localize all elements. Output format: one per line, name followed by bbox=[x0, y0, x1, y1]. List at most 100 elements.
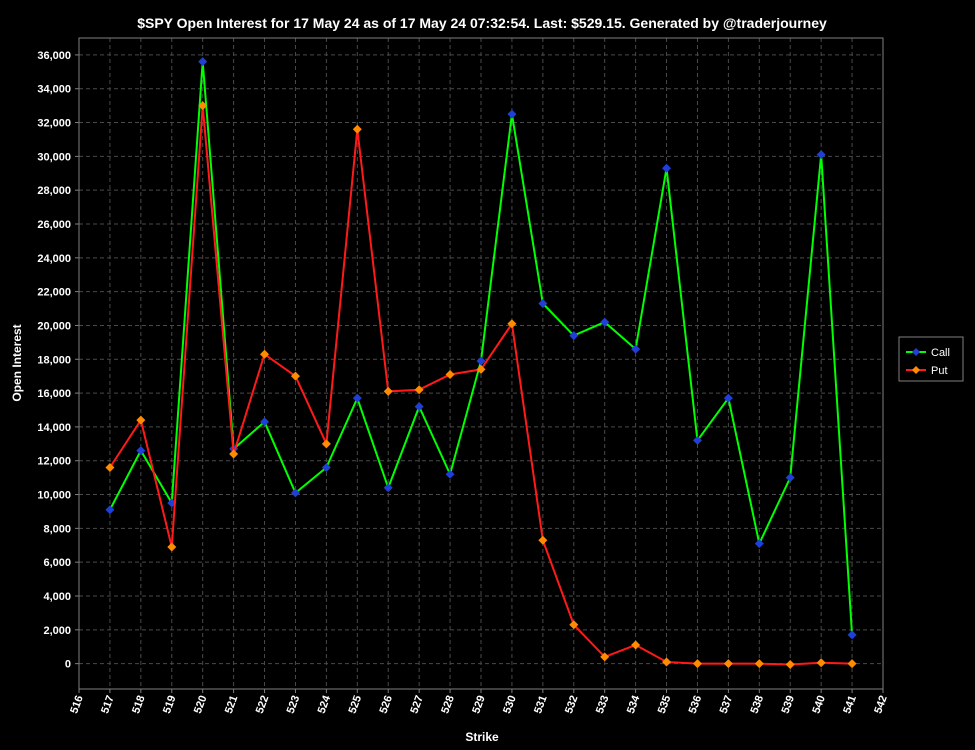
data-point-put bbox=[723, 659, 733, 669]
x-tick-label: 520 bbox=[192, 694, 210, 715]
data-point-call bbox=[476, 356, 486, 366]
legend-swatch-marker bbox=[912, 366, 920, 374]
y-tick-label: 34,000 bbox=[37, 84, 71, 96]
data-point-call bbox=[260, 417, 270, 427]
legend-item-call: Call bbox=[906, 347, 950, 359]
data-point-call bbox=[847, 630, 857, 640]
y-tick-label: 18,000 bbox=[37, 354, 71, 366]
y-tick-label: 14,000 bbox=[37, 422, 71, 434]
x-tick-label: 519 bbox=[161, 694, 179, 715]
data-point-put bbox=[816, 658, 826, 668]
data-point-put bbox=[167, 542, 177, 552]
legend-label: Put bbox=[931, 365, 948, 377]
data-point-call bbox=[538, 298, 548, 308]
data-point-call bbox=[290, 488, 300, 498]
x-tick-label: 523 bbox=[285, 694, 303, 715]
y-axis-ticks: 0 2,000 4,000 6,000 8,000 10,000 12,000 14,000 1… bbox=[37, 50, 79, 671]
x-tick-label: 527 bbox=[408, 694, 426, 715]
data-point-put bbox=[352, 124, 362, 134]
data-point-call bbox=[445, 469, 455, 479]
y-tick-label: 20,000 bbox=[37, 320, 71, 332]
data-point-put bbox=[198, 101, 208, 111]
y-tick-label: 36,000 bbox=[37, 50, 71, 62]
data-point-call bbox=[569, 331, 579, 341]
legend-box bbox=[898, 336, 964, 382]
x-tick-label: 540 bbox=[810, 694, 828, 715]
x-tick-label: 529 bbox=[470, 694, 488, 715]
data-point-call bbox=[692, 435, 702, 445]
x-tick-label: 517 bbox=[99, 694, 117, 715]
data-point-put bbox=[414, 385, 424, 395]
x-axis-label: Strike bbox=[465, 730, 499, 744]
legend: Call Put bbox=[898, 336, 964, 382]
x-tick-label: 525 bbox=[347, 694, 365, 715]
data-point-call bbox=[662, 163, 672, 173]
x-tick-label: 542 bbox=[872, 694, 890, 715]
y-tick-label: 4,000 bbox=[43, 591, 71, 603]
data-point-put bbox=[631, 640, 641, 650]
y-tick-label: 0 bbox=[65, 659, 71, 671]
y-tick-label: 12,000 bbox=[37, 456, 71, 468]
y-tick-label: 26,000 bbox=[37, 219, 71, 231]
y-axis-label: Open Interest bbox=[10, 324, 24, 401]
x-tick-label: 526 bbox=[377, 694, 395, 715]
data-point-call bbox=[105, 505, 115, 515]
y-tick-label: 6,000 bbox=[43, 557, 71, 569]
y-tick-label: 10,000 bbox=[37, 490, 71, 502]
legend-label: Call bbox=[931, 347, 950, 359]
x-tick-label: 531 bbox=[532, 694, 550, 715]
data-point-put bbox=[754, 659, 764, 669]
data-point-put bbox=[662, 657, 672, 667]
data-point-call bbox=[600, 317, 610, 327]
data-point-put bbox=[290, 371, 300, 381]
data-point-call bbox=[383, 483, 393, 493]
data-point-call bbox=[136, 446, 146, 456]
data-point-put bbox=[538, 535, 548, 545]
data-point-call bbox=[321, 462, 331, 472]
data-point-put bbox=[847, 659, 857, 669]
x-tick-label: 530 bbox=[501, 694, 519, 715]
x-tick-label: 535 bbox=[656, 694, 674, 715]
data-point-put bbox=[445, 369, 455, 379]
x-tick-label: 536 bbox=[687, 694, 705, 715]
y-tick-label: 8,000 bbox=[43, 523, 71, 535]
data-point-call bbox=[816, 150, 826, 160]
x-tick-label: 528 bbox=[439, 694, 457, 715]
y-tick-label: 22,000 bbox=[37, 287, 71, 299]
x-tick-label: 516 bbox=[68, 694, 86, 715]
x-tick-label: 521 bbox=[223, 694, 241, 715]
data-point-put bbox=[136, 415, 146, 425]
data-point-put bbox=[105, 462, 115, 472]
x-tick-label: 522 bbox=[254, 694, 272, 715]
data-point-put bbox=[507, 319, 517, 329]
x-tick-label: 533 bbox=[594, 694, 612, 715]
series-layer bbox=[105, 57, 857, 669]
x-tick-label: 541 bbox=[841, 694, 859, 715]
x-tick-label: 537 bbox=[718, 694, 736, 715]
data-point-put bbox=[600, 652, 610, 662]
legend-item-put: Put bbox=[906, 365, 948, 377]
data-point-put bbox=[569, 620, 579, 630]
data-point-put bbox=[383, 386, 393, 396]
data-point-put bbox=[321, 439, 331, 449]
x-tick-label: 538 bbox=[749, 694, 767, 715]
data-point-put bbox=[260, 349, 270, 359]
data-point-put bbox=[229, 449, 239, 459]
chart-title: $SPY Open Interest for 17 May 24 as of 1… bbox=[137, 15, 827, 31]
y-tick-label: 24,000 bbox=[37, 253, 71, 265]
data-point-call bbox=[507, 109, 517, 119]
data-point-put bbox=[692, 659, 702, 669]
x-tick-label: 532 bbox=[563, 694, 581, 715]
data-point-call bbox=[198, 57, 208, 67]
x-tick-label: 539 bbox=[779, 694, 797, 715]
data-point-call bbox=[631, 344, 641, 354]
y-tick-label: 16,000 bbox=[37, 388, 71, 400]
data-point-call bbox=[352, 393, 362, 403]
data-point-put bbox=[476, 364, 486, 374]
y-tick-label: 28,000 bbox=[37, 185, 71, 197]
data-point-call bbox=[785, 473, 795, 483]
series-put bbox=[105, 101, 857, 669]
legend-swatch-marker bbox=[912, 348, 920, 356]
